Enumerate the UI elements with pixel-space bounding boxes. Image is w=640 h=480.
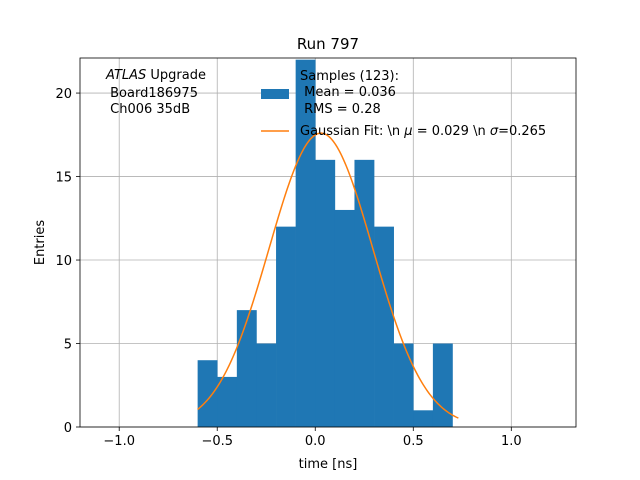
annotation-line-1-rest: Upgrade	[146, 68, 206, 83]
legend-histogram-line-3: RMS = 0.28	[300, 102, 381, 117]
legend-histogram-line-1: Samples (123):	[300, 69, 399, 84]
y-tick-label: 0	[64, 421, 72, 436]
legend-fit-sigma: σ	[490, 124, 499, 139]
histogram-bar	[354, 159, 375, 427]
y-tick-label: 15	[55, 171, 72, 186]
x-axis-label: time [ns]	[299, 457, 358, 472]
histogram-bar	[432, 343, 453, 427]
histogram-bar	[217, 376, 238, 427]
x-axis: −1.0 −0.5 0.0 0.5 1.0	[103, 427, 522, 449]
annotation-line-3: Ch006 35dB	[106, 102, 190, 117]
x-tick-label: 0.5	[403, 434, 424, 449]
histogram-bar	[374, 226, 394, 427]
legend-histogram-swatch	[261, 89, 289, 99]
annotation-italic: ATLAS	[105, 68, 146, 83]
y-axis: 0 5 10 15 20	[55, 87, 80, 436]
y-tick-label: 5	[64, 338, 72, 353]
plot-area	[79, 57, 577, 428]
histogram-bar	[315, 159, 336, 427]
histogram-bars	[197, 59, 453, 428]
x-tick-label: −0.5	[201, 434, 233, 449]
histogram-bar	[236, 310, 257, 427]
y-axis-label: Entries	[33, 220, 48, 266]
histogram-bar	[393, 343, 414, 427]
legend: Samples (123): Mean = 0.036 RMS = 0.28 G…	[261, 69, 546, 139]
x-tick-label: 1.0	[501, 434, 522, 449]
histogram-bar	[295, 59, 316, 428]
axes-frame	[79, 57, 577, 428]
legend-fit-label: Gaussian Fit: \n μ = 0.029 \n σ=0.265	[300, 124, 546, 139]
legend-fit-part-5: =0.265	[498, 124, 546, 139]
chart-title: Run 797	[297, 35, 359, 53]
y-tick-label: 20	[55, 87, 72, 102]
histogram-bar	[334, 209, 355, 427]
x-tick-label: −1.0	[103, 434, 135, 449]
annotation-line-1: ATLAS Upgrade	[105, 68, 206, 83]
legend-histogram-line-2: Mean = 0.036	[300, 85, 396, 100]
histogram-bar	[197, 360, 218, 427]
x-tick-label: 0.0	[305, 434, 326, 449]
histogram-bar	[276, 226, 296, 427]
annotation-line-2: Board186975	[106, 86, 198, 101]
legend-fit-part-3: = 0.029 \n	[413, 124, 490, 139]
histogram-bar	[413, 410, 434, 427]
gaussian-fit-line	[197, 132, 459, 419]
legend-fit-part-1: Gaussian Fit: \n	[300, 124, 404, 139]
histogram-bar	[256, 343, 277, 427]
y-tick-label: 10	[55, 254, 72, 269]
legend-fit-mu: μ	[403, 124, 412, 139]
atlas-annotation: ATLAS Upgrade Board186975 Ch006 35dB	[105, 68, 206, 117]
